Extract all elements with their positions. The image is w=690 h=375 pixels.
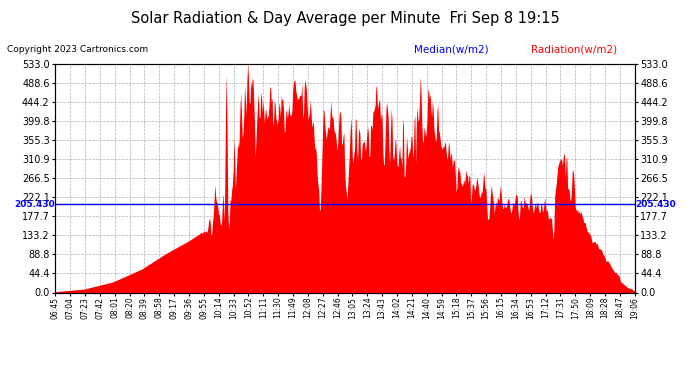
Text: Radiation(w/m2): Radiation(w/m2) <box>531 45 618 55</box>
Text: 205.430: 205.430 <box>635 200 676 209</box>
Text: Median(w/m2): Median(w/m2) <box>414 45 489 55</box>
Text: 205.430: 205.430 <box>14 200 55 209</box>
Text: Solar Radiation & Day Average per Minute  Fri Sep 8 19:15: Solar Radiation & Day Average per Minute… <box>130 11 560 26</box>
Text: Copyright 2023 Cartronics.com: Copyright 2023 Cartronics.com <box>7 45 148 54</box>
